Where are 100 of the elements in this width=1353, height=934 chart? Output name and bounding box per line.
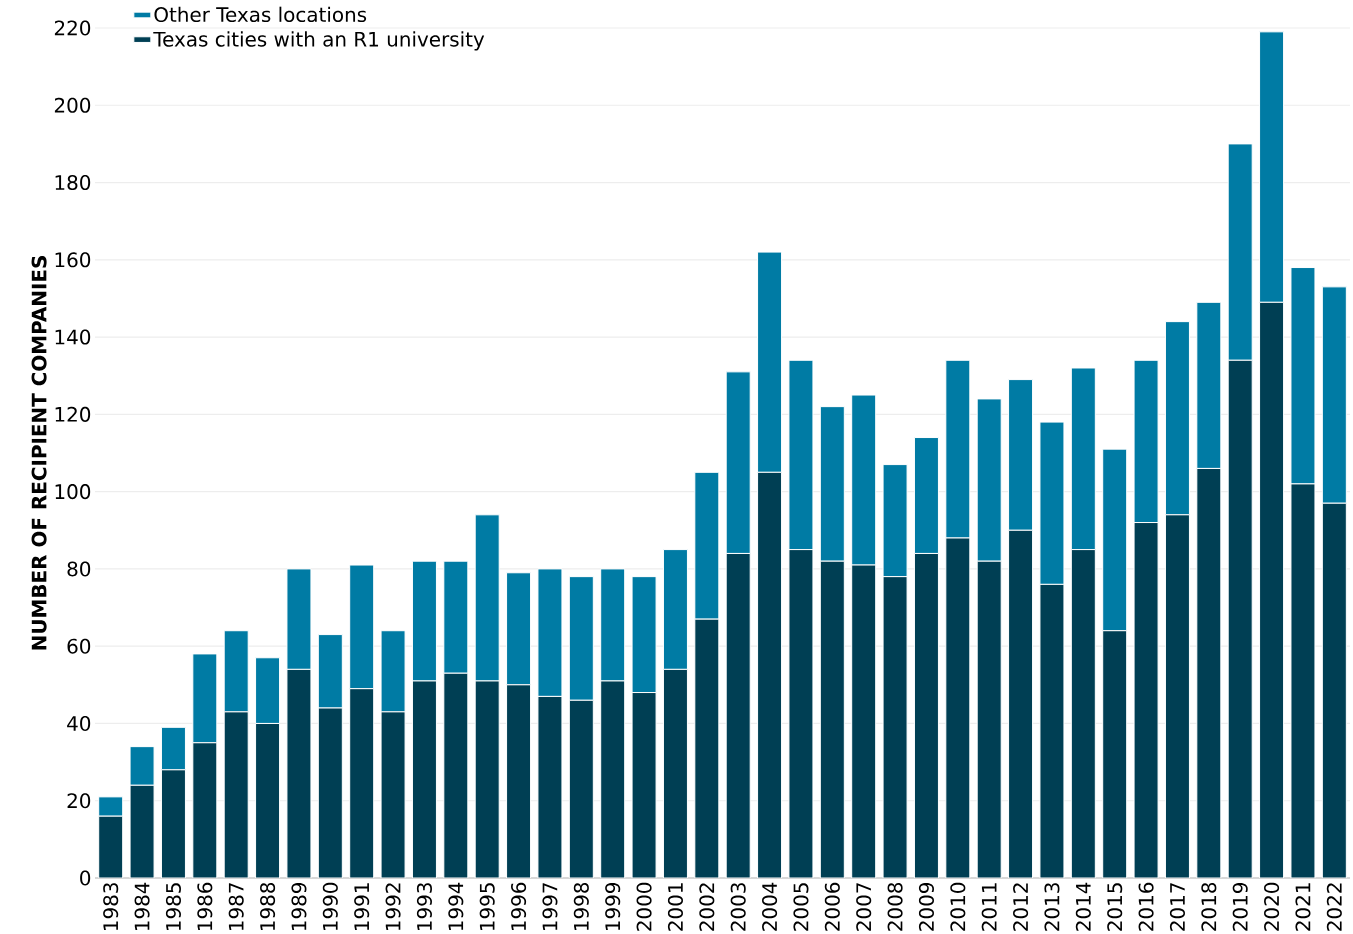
bar bbox=[1008, 529, 1034, 878]
bar bbox=[255, 722, 281, 878]
x-tick-label: 2022 bbox=[1326, 883, 1342, 931]
bar bbox=[788, 549, 814, 878]
x-tick-label: 1986 bbox=[197, 882, 213, 931]
x-tick-label: 2003 bbox=[730, 883, 746, 931]
bar bbox=[819, 406, 845, 562]
bar bbox=[600, 680, 626, 878]
bar bbox=[129, 784, 155, 878]
bar bbox=[223, 630, 249, 713]
bar bbox=[1070, 367, 1096, 551]
bar bbox=[1133, 359, 1159, 524]
bar bbox=[286, 668, 312, 878]
x-tick-label: 1993 bbox=[416, 883, 432, 931]
x-tick-label: 2013 bbox=[1044, 883, 1060, 931]
bar bbox=[129, 746, 155, 786]
x-tick-label: 2007 bbox=[856, 883, 872, 931]
bar bbox=[851, 564, 877, 878]
bar bbox=[537, 568, 563, 697]
bar bbox=[725, 552, 751, 878]
x-tick-label: 1989 bbox=[291, 882, 307, 931]
bar bbox=[694, 471, 720, 620]
x-tick-label: 1985 bbox=[165, 883, 181, 931]
bar bbox=[1196, 467, 1222, 878]
x-tick-label: 2009 bbox=[918, 882, 934, 931]
bar bbox=[411, 680, 437, 878]
bar bbox=[1102, 448, 1128, 632]
bar bbox=[380, 630, 406, 713]
x-tick-label: 2002 bbox=[699, 883, 715, 931]
x-tick-label: 2018 bbox=[1201, 882, 1217, 931]
x-tick-label: 1998 bbox=[573, 882, 589, 931]
x-tick-label: 1996 bbox=[511, 882, 527, 931]
bar bbox=[819, 560, 845, 878]
x-tick-label: 2011 bbox=[981, 883, 997, 931]
x-tick-label: 2005 bbox=[793, 883, 809, 931]
x-tick-label: 1990 bbox=[322, 882, 338, 931]
y-tick-label: 0 bbox=[80, 870, 91, 886]
y-tick-label: 60 bbox=[67, 638, 91, 654]
x-tick-label: 2014 bbox=[1075, 882, 1091, 931]
bar bbox=[788, 359, 814, 551]
bar bbox=[1008, 379, 1034, 531]
bar bbox=[1133, 522, 1159, 878]
bar bbox=[160, 769, 186, 878]
x-tick-label: 2012 bbox=[1013, 883, 1029, 931]
bar bbox=[851, 394, 877, 566]
bar bbox=[662, 549, 688, 670]
bar bbox=[1164, 514, 1190, 878]
y-tick-label: 180 bbox=[55, 175, 91, 191]
x-tick-label: 2001 bbox=[667, 883, 683, 931]
x-tick-label: 2021 bbox=[1295, 883, 1311, 931]
y-tick-label: 40 bbox=[67, 715, 91, 731]
legend-label: Other Texas locations bbox=[154, 6, 367, 23]
bar bbox=[725, 371, 751, 554]
bar bbox=[631, 692, 657, 878]
bar bbox=[882, 576, 908, 878]
bar bbox=[662, 668, 688, 878]
bar bbox=[1039, 583, 1065, 878]
bar bbox=[945, 537, 971, 878]
bar bbox=[506, 684, 532, 878]
bar bbox=[443, 672, 469, 878]
x-tick-label: 1987 bbox=[228, 883, 244, 931]
y-tick-label: 220 bbox=[54, 20, 91, 36]
bar bbox=[255, 657, 281, 724]
bar bbox=[631, 576, 657, 694]
x-tick-label: 1995 bbox=[479, 883, 495, 931]
bar bbox=[882, 464, 908, 578]
bar bbox=[349, 564, 375, 690]
x-tick-label: 2004 bbox=[762, 882, 778, 931]
y-axis-title: NUMBER OF RECIPIENT COMPANIES bbox=[31, 256, 47, 650]
bar bbox=[223, 711, 249, 878]
bar bbox=[1164, 321, 1190, 516]
bar bbox=[568, 699, 594, 878]
x-tick-label: 2017 bbox=[1169, 883, 1185, 931]
bar bbox=[1259, 301, 1285, 878]
x-tick-label: 1991 bbox=[354, 883, 370, 931]
bar bbox=[537, 695, 563, 878]
x-tick-label: 2015 bbox=[1107, 883, 1123, 931]
bar bbox=[474, 514, 500, 682]
bar bbox=[913, 437, 939, 554]
bar bbox=[192, 742, 218, 878]
bar bbox=[1102, 630, 1128, 878]
bar bbox=[568, 576, 594, 701]
x-tick-label: 2008 bbox=[887, 882, 903, 931]
bar bbox=[1070, 549, 1096, 878]
bar bbox=[694, 618, 720, 878]
bar bbox=[913, 552, 939, 878]
bar bbox=[98, 815, 124, 878]
x-tick-label: 1994 bbox=[448, 882, 464, 931]
bar bbox=[976, 398, 1002, 562]
bar bbox=[1227, 359, 1253, 878]
x-tick-label: 1988 bbox=[260, 882, 276, 931]
x-tick-label: 1992 bbox=[385, 883, 401, 931]
bar bbox=[317, 634, 343, 709]
bar bbox=[976, 560, 1002, 878]
y-tick-label: 80 bbox=[67, 561, 91, 577]
x-tick-label: 2020 bbox=[1264, 882, 1280, 931]
y-tick-label: 140 bbox=[55, 329, 91, 345]
bar bbox=[380, 711, 406, 878]
x-tick-label: 2019 bbox=[1232, 882, 1248, 931]
legend-label: Texas cities with an R1 university bbox=[153, 31, 485, 51]
